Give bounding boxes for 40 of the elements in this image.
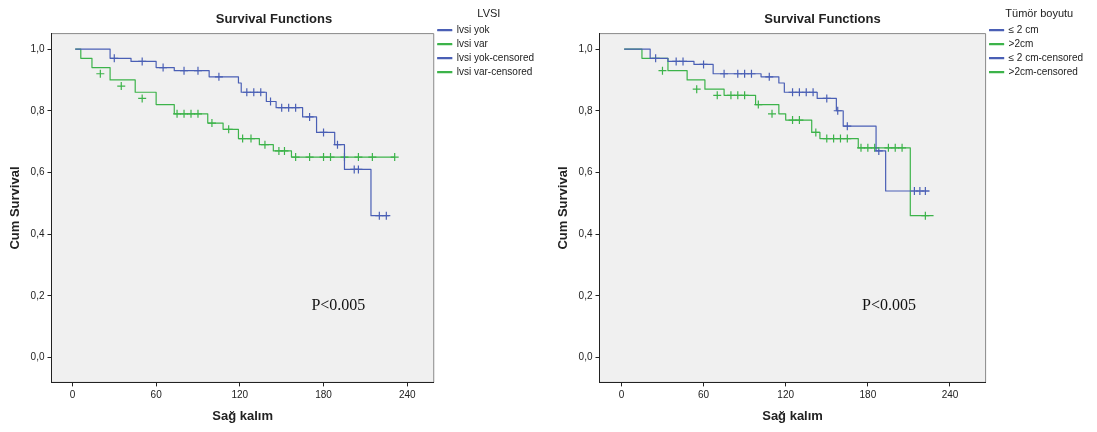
legend-label: lvsi yok (456, 23, 491, 35)
y-tick-label: 0,0 (30, 351, 45, 363)
legend-label: ≤ 2 cm (1008, 23, 1039, 35)
legend-title: LVSI (477, 6, 501, 19)
y-tick-label: 1,0 (578, 42, 593, 54)
x-tick-label: 60 (697, 389, 710, 401)
legend-label: lvsi var-censored (456, 65, 533, 77)
x-tick-label: 0 (618, 389, 625, 401)
x-tick-label: 120 (231, 389, 249, 401)
legend-title: Tümör boyutu (1005, 6, 1074, 19)
y-tick-label: 0,2 (30, 289, 45, 301)
x-axis-title: Sağ kalım (212, 407, 273, 423)
annotation: P<0.005 (311, 295, 366, 313)
y-tick-label: 1,0 (30, 42, 45, 54)
x-tick-label: 180 (859, 389, 877, 401)
y-axis-title: Cum Survival (555, 166, 571, 250)
x-tick-label: 60 (150, 389, 163, 401)
y-tick-label: 0,8 (578, 104, 593, 116)
x-axis-title: Sağ kalım (762, 407, 823, 423)
y-tick-label: 0,4 (30, 227, 45, 239)
y-tick-label: 0,2 (578, 289, 593, 301)
legend-label: >2cm (1008, 37, 1034, 49)
y-tick-label: 0,0 (578, 351, 593, 363)
x-tick-label: 240 (941, 389, 959, 401)
legend-label: ≤ 2 cm-censored (1008, 51, 1083, 63)
chart-title: Survival Functions (215, 11, 333, 27)
legend-label: lvsi var (456, 37, 489, 49)
legend-label: lvsi yok-censored (456, 51, 535, 63)
x-tick-label: 180 (315, 389, 333, 401)
x-tick-label: 0 (69, 389, 76, 401)
x-tick-label: 240 (398, 389, 417, 401)
legend-label: >2cm-censored (1008, 65, 1078, 77)
y-tick-label: 0,4 (578, 227, 593, 239)
y-tick-label: 0,6 (30, 166, 45, 178)
annotation: P<0.005 (862, 295, 916, 313)
x-tick-label: 120 (777, 389, 795, 401)
y-tick-label: 0,8 (30, 104, 45, 116)
y-tick-label: 0,6 (578, 166, 593, 178)
y-axis-title: Cum Survival (7, 166, 23, 250)
chart-title: Survival Functions (764, 11, 881, 27)
